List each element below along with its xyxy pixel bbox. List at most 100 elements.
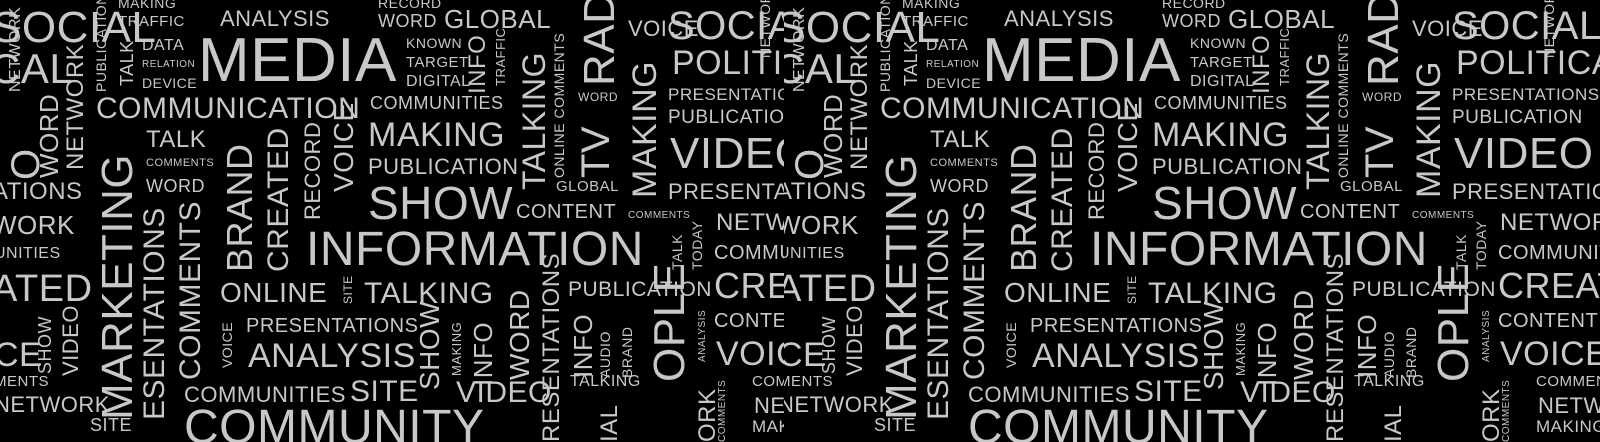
word-brand: BRAND [619, 326, 635, 378]
word-network: NETWORK [754, 393, 784, 418]
word-analysis: ANALYSIS [248, 337, 416, 375]
word-voice: VOICE [219, 321, 235, 368]
word-video: VIDEO [456, 376, 552, 409]
word-resentations: RESENTATIONS [1322, 252, 1349, 442]
word-network: NETWORK [716, 209, 784, 236]
word-communities: COMMUNITIES [1154, 93, 1288, 113]
word-site: SITE [90, 415, 133, 435]
word-show: SHOW [819, 316, 839, 374]
word-device: DEVICE [926, 75, 982, 91]
word-talking: TALKING [1148, 277, 1278, 310]
word-voice: VOICE [1412, 16, 1483, 41]
word-making: MAKING [449, 321, 464, 376]
word-traffic: TRAFFIC [118, 13, 185, 30]
word-publication: PUBLICATION [1452, 107, 1583, 128]
word-analysis: ANALYSIS [1004, 6, 1114, 31]
word-publication: PUBLICATION [368, 154, 519, 179]
word-tv: TV [1358, 125, 1402, 178]
word-word: WORD [146, 176, 205, 196]
word-ople: OPLE [645, 262, 694, 382]
word-data: DATA [142, 37, 185, 54]
word-show: SHOW [35, 316, 55, 374]
word-unities: UNITIES [784, 245, 845, 262]
word-video: VIDEO [670, 129, 784, 178]
word-analysis: ANALYSIS [1032, 337, 1200, 375]
word-network: NETWORK [62, 43, 89, 170]
word-traffic: TRAFFIC [493, 27, 508, 86]
word-info: INFO [1252, 321, 1282, 386]
word-community: COMMUNITY [968, 401, 1269, 442]
word-esentations: ESENTATIONS [138, 207, 171, 420]
word-brand: BRAND [1403, 326, 1419, 378]
word-info: INFO [568, 313, 598, 378]
word-work: WORK [0, 210, 75, 240]
word-content: CONTENT [1498, 310, 1599, 332]
word-created: CREATED [714, 265, 784, 306]
word-making: MAKING [902, 0, 961, 11]
word-ments: MENTS [784, 373, 833, 390]
word-presentations: PRESENTATIONS [1030, 315, 1203, 337]
word-digital: DIGITAL [406, 73, 471, 90]
word-voice: VOICE [1112, 102, 1143, 192]
word-known: KNOWN [1190, 35, 1247, 51]
word-comments: COMMENTS [146, 157, 215, 169]
word-cloud-tile: SOCIAL MAKING TRAFFIC ANALYSIS RECORD WORD GLO… [0, 0, 784, 442]
word-comments: COMMENTS [1536, 373, 1600, 390]
word-record: RECORD [1162, 0, 1226, 11]
word-making: MAKING [1152, 116, 1290, 154]
word-voice: VOICE [1003, 321, 1019, 368]
word-making: MAKING [118, 0, 177, 11]
word-online: ONLINE [220, 277, 328, 308]
word-comments: COMMENTS [930, 157, 999, 169]
word-online: ONLINE [1004, 277, 1112, 308]
word-marketing: MARKETING [877, 153, 926, 420]
word-social: SOCIAL [784, 3, 941, 52]
word-ce: CE [784, 336, 827, 374]
word-communities: COMMUNITIES [1498, 242, 1600, 264]
word-talking: TALKING [1300, 51, 1336, 190]
word-voice: VOICE [716, 335, 784, 373]
word-record: RECORD [300, 121, 325, 220]
word-making: MAKING [1536, 417, 1600, 436]
word-traffic: TRAFFIC [1277, 27, 1292, 86]
word-talk: TALK [146, 126, 207, 153]
word-site: SITE [1125, 275, 1139, 304]
word-global: GLOBAL [1228, 4, 1336, 34]
word-community: COMMUNITY [184, 401, 485, 442]
word-relation: RELATION [142, 59, 196, 70]
word-analysis: ANALYSIS [697, 309, 708, 362]
word-traffic: TRAFFIC [902, 13, 969, 30]
word-making: MAKING [626, 60, 664, 198]
word-communities: COMMUNITIES [968, 382, 1130, 407]
word-talk: TALK [901, 40, 921, 86]
word-network: NETWORK [1500, 209, 1600, 236]
word-talking: TALKING [1354, 373, 1425, 390]
word-ated: ATED [784, 268, 877, 310]
word-ial: IAL [1380, 404, 1407, 442]
word-information: INFORMATION [1090, 223, 1428, 276]
word-site: SITE [341, 275, 355, 304]
word-tv: TV [574, 125, 618, 178]
word-talk: TALK [930, 126, 991, 153]
word-comments: COMMENTS [958, 201, 991, 380]
word-ial: IAL [596, 404, 623, 442]
word-ations: ATIONS [784, 178, 867, 205]
word-publication: PUBLICATION [1352, 278, 1496, 301]
word-info: INFO [1352, 313, 1382, 378]
word-relation: RELATION [926, 59, 980, 70]
word-info: INFO [464, 34, 491, 94]
word-info: INFO [1248, 34, 1275, 94]
word-video: VIDEO [1454, 129, 1594, 178]
word-content: CONTENT [1300, 201, 1401, 223]
word-ce: CE [0, 336, 43, 374]
word-presentations: PRESENTATIONS [1452, 179, 1600, 204]
word-created: CREATED [262, 127, 295, 272]
word-network: NETWORK [0, 392, 110, 417]
word-show: SHOW [1152, 177, 1298, 229]
word-word: WORD [1362, 90, 1402, 104]
word-record: RECORD [378, 0, 442, 11]
word-online-comments: ONLINE COMMENTS [551, 32, 567, 178]
word-digital: DIGITAL [1190, 73, 1255, 90]
word-publication: PUBLICATION [93, 0, 109, 92]
